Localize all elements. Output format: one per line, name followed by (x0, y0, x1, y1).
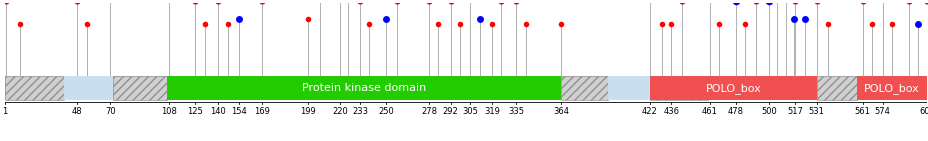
Text: 531: 531 (808, 107, 824, 116)
Bar (608, 76, 649, 100)
Text: 603: 603 (918, 107, 928, 116)
Text: 422: 422 (641, 107, 657, 116)
Text: 319: 319 (483, 107, 499, 116)
Text: 220: 220 (332, 107, 348, 116)
Text: 305: 305 (462, 107, 478, 116)
Bar (167, 76, 561, 100)
Bar (64, 76, 113, 100)
Text: 292: 292 (443, 107, 458, 116)
Text: 278: 278 (420, 107, 437, 116)
Text: 199: 199 (300, 107, 316, 116)
Text: 478: 478 (727, 107, 742, 116)
Text: 125: 125 (187, 107, 202, 116)
Text: 461: 461 (701, 107, 716, 116)
Bar (856, 76, 926, 100)
Text: 108: 108 (161, 107, 176, 116)
Text: 561: 561 (854, 107, 870, 116)
Text: 1: 1 (2, 107, 7, 116)
Text: POLO_box: POLO_box (863, 83, 919, 93)
Bar (113, 76, 167, 100)
Text: 48: 48 (71, 107, 82, 116)
Text: 70: 70 (105, 107, 116, 116)
Bar (5, 76, 926, 100)
Text: 500: 500 (761, 107, 777, 116)
Text: 436: 436 (663, 107, 678, 116)
Text: 574: 574 (874, 107, 890, 116)
Text: 169: 169 (254, 107, 270, 116)
Bar (5, 76, 64, 100)
Bar (816, 76, 856, 100)
Text: 140: 140 (210, 107, 226, 116)
Text: 335: 335 (508, 107, 524, 116)
Text: 517: 517 (787, 107, 803, 116)
Bar (561, 76, 608, 100)
Bar (649, 76, 816, 100)
Text: 250: 250 (378, 107, 393, 116)
Text: POLO_box: POLO_box (704, 83, 760, 93)
Text: Protein kinase domain: Protein kinase domain (302, 83, 426, 93)
Bar (649, 76, 707, 100)
Text: 233: 233 (352, 107, 367, 116)
Text: 154: 154 (231, 107, 247, 116)
Text: 364: 364 (552, 107, 568, 116)
